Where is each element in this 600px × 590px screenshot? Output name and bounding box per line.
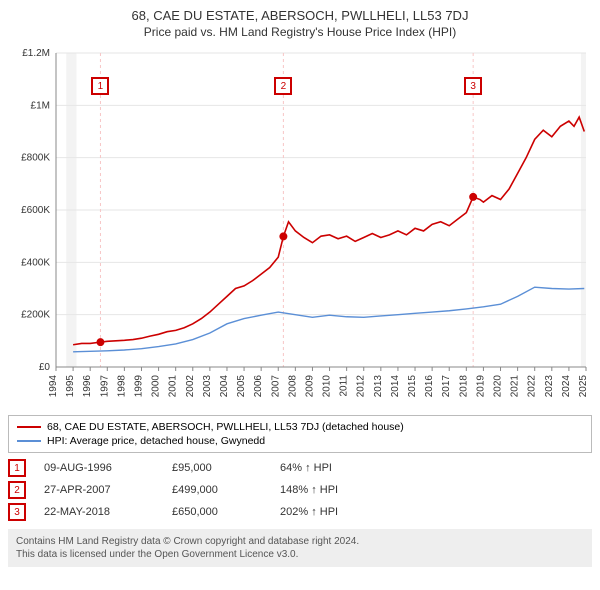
svg-text:2017: 2017	[441, 375, 452, 398]
svg-text:2004: 2004	[219, 375, 230, 398]
event-date: 27-APR-2007	[44, 484, 154, 496]
legend-label: 68, CAE DU ESTATE, ABERSOCH, PWLLHELI, L…	[47, 421, 404, 433]
svg-text:£800K: £800K	[21, 153, 50, 164]
chart-marker-3: 3	[464, 77, 482, 95]
event-number-box: 2	[8, 481, 26, 499]
svg-text:2016: 2016	[424, 375, 435, 398]
legend-label: HPI: Average price, detached house, Gwyn…	[47, 435, 265, 447]
page-subtitle: Price paid vs. HM Land Registry's House …	[8, 25, 592, 39]
svg-text:2003: 2003	[202, 375, 213, 398]
svg-text:1996: 1996	[82, 375, 93, 398]
svg-text:1995: 1995	[65, 375, 76, 398]
event-row: 3 22-MAY-2018 £650,000 202% ↑ HPI	[8, 503, 592, 521]
event-price: £95,000	[172, 462, 262, 474]
events-table: 1 09-AUG-1996 £95,000 64% ↑ HPI 2 27-APR-2007…	[8, 459, 592, 521]
svg-text:1997: 1997	[99, 375, 110, 398]
event-price: £499,000	[172, 484, 262, 496]
svg-text:2000: 2000	[151, 375, 162, 398]
page-title: 68, CAE DU ESTATE, ABERSOCH, PWLLHELI, L…	[8, 8, 592, 23]
event-price: £650,000	[172, 506, 262, 518]
legend-item: 68, CAE DU ESTATE, ABERSOCH, PWLLHELI, L…	[17, 420, 583, 434]
svg-text:2023: 2023	[544, 375, 555, 398]
svg-text:2010: 2010	[322, 375, 333, 398]
event-number-box: 3	[8, 503, 26, 521]
svg-text:2009: 2009	[304, 375, 315, 398]
svg-text:£600K: £600K	[21, 205, 50, 216]
svg-text:2012: 2012	[356, 375, 367, 398]
price-chart: £0 £200K £400K £600K £800K £1M £1.2M 1994 1995 19…	[8, 47, 592, 407]
svg-text:£200K: £200K	[21, 310, 50, 321]
event-pct: 148% ↑ HPI	[280, 484, 338, 496]
event-row: 2 27-APR-2007 £499,000 148% ↑ HPI	[8, 481, 592, 499]
event-number-box: 1	[8, 459, 26, 477]
footer-note: Contains HM Land Registry data © Crown c…	[8, 529, 592, 567]
event-date: 09-AUG-1996	[44, 462, 154, 474]
svg-text:2020: 2020	[493, 375, 504, 398]
svg-text:2001: 2001	[168, 375, 179, 398]
footer-line1: Contains HM Land Registry data © Crown c…	[16, 535, 584, 548]
svg-text:2011: 2011	[339, 375, 350, 397]
svg-text:2013: 2013	[373, 375, 384, 398]
legend-swatch	[17, 440, 41, 442]
event-row: 1 09-AUG-1996 £95,000 64% ↑ HPI	[8, 459, 592, 477]
legend-item: HPI: Average price, detached house, Gwyn…	[17, 434, 583, 448]
svg-text:2002: 2002	[185, 375, 196, 398]
svg-text:£1.2M: £1.2M	[22, 48, 50, 59]
svg-text:1994: 1994	[48, 375, 59, 398]
svg-text:2025: 2025	[578, 375, 589, 398]
svg-text:2018: 2018	[458, 375, 469, 398]
svg-text:2021: 2021	[510, 375, 521, 398]
event-pct: 202% ↑ HPI	[280, 506, 338, 518]
legend: 68, CAE DU ESTATE, ABERSOCH, PWLLHELI, L…	[8, 415, 592, 453]
svg-text:£400K: £400K	[21, 257, 50, 268]
svg-text:2007: 2007	[270, 375, 281, 398]
svg-text:£1M: £1M	[31, 100, 50, 111]
svg-text:2015: 2015	[407, 375, 418, 398]
svg-text:£0: £0	[39, 362, 51, 373]
footer-line2: This data is licensed under the Open Gov…	[16, 548, 584, 561]
svg-text:2008: 2008	[287, 375, 298, 398]
svg-text:2006: 2006	[253, 375, 264, 398]
legend-swatch	[17, 426, 41, 428]
svg-text:2024: 2024	[561, 375, 572, 398]
event-date: 22-MAY-2018	[44, 506, 154, 518]
svg-text:2022: 2022	[527, 375, 538, 398]
chart-marker-2: 2	[274, 77, 292, 95]
chart-marker-1: 1	[91, 77, 109, 95]
svg-text:2005: 2005	[236, 375, 247, 398]
svg-text:1998: 1998	[116, 375, 127, 398]
svg-text:1999: 1999	[133, 375, 144, 398]
svg-text:2019: 2019	[475, 375, 486, 398]
event-pct: 64% ↑ HPI	[280, 462, 332, 474]
svg-text:2014: 2014	[390, 375, 401, 398]
